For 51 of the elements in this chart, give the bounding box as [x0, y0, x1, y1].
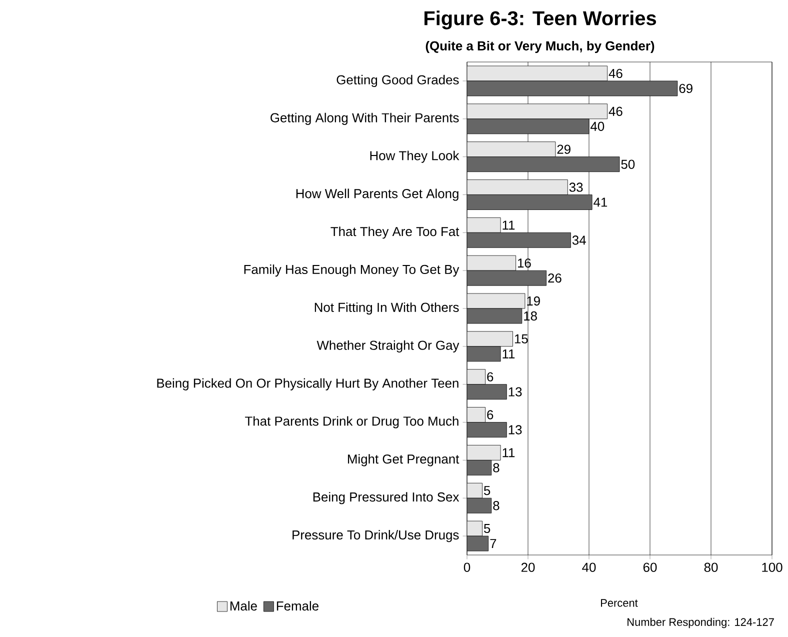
- y-tick-label: Getting Good Grades: [336, 74, 459, 87]
- data-label: 46: [608, 106, 622, 116]
- data-label: 33: [569, 182, 583, 192]
- data-label: 13: [508, 425, 522, 434]
- chart-subtitle: (Quite a Bit or Very Much, by Gender): [426, 40, 654, 54]
- data-label: 19: [527, 296, 540, 306]
- y-tick-label: That They Are Too Fat: [330, 226, 460, 239]
- y-tick-label: How Well Parents Get Along: [296, 188, 458, 201]
- x-tick-label: 40: [582, 562, 596, 572]
- data-label: 40: [590, 122, 604, 131]
- data-label: 26: [548, 273, 562, 283]
- data-label: 50: [621, 160, 635, 169]
- y-tick-label: How They Look: [370, 150, 460, 163]
- data-label: 6: [487, 410, 494, 420]
- data-label: 18: [524, 311, 537, 321]
- y-tick-label: Being Pressured Into Sex: [313, 492, 460, 504]
- y-tick-label: Family Has Enough Money To Get By: [244, 264, 460, 277]
- data-label: 6: [487, 372, 494, 382]
- y-tick-label: Getting Along With Their Parents: [270, 112, 459, 125]
- data-label: 13: [508, 387, 522, 396]
- x-tick-label: 100: [762, 562, 782, 572]
- data-label: 7: [490, 539, 496, 548]
- legend-label: Male: [230, 601, 257, 611]
- data-label: 46: [608, 68, 622, 78]
- data-label: 8: [493, 501, 500, 510]
- x-axis-title: Percent: [601, 599, 638, 607]
- data-label: 34: [572, 236, 586, 245]
- data-label: 16: [518, 258, 531, 268]
- data-label: 5: [484, 486, 490, 496]
- y-tick-label: Might Get Pregnant: [348, 454, 460, 466]
- data-label: 8: [493, 463, 500, 472]
- y-tick-label: Whether Straight Or Gay: [316, 340, 460, 352]
- data-label: 11: [502, 448, 515, 458]
- data-label: 5: [484, 524, 490, 534]
- data-label: 69: [679, 84, 692, 94]
- legend-label: Female: [276, 601, 318, 611]
- data-label: 15: [514, 334, 528, 344]
- x-tick-label: 60: [643, 562, 657, 572]
- text: Number Responding: 124-127: [628, 618, 774, 628]
- y-tick-label: Not Fitting In With Others: [314, 302, 459, 315]
- x-tick-label: 0: [464, 562, 470, 572]
- y-tick-label: Being Picked On Or Physically Hurt By Another Teen: [157, 378, 458, 390]
- data-label: 11: [502, 349, 515, 358]
- x-tick-label: 80: [704, 562, 718, 572]
- chart-title: Figure 6-3: Teen Worries: [424, 10, 656, 30]
- y-tick-label: That Parents Drink or Drug Too Much: [245, 416, 458, 428]
- x-tick-label: 20: [521, 562, 535, 572]
- data-label: 11: [502, 220, 515, 230]
- data-label: 41: [594, 198, 608, 207]
- y-tick-label: Pressure To Drink/Use Drugs: [292, 530, 459, 542]
- data-label: 29: [557, 144, 570, 154]
